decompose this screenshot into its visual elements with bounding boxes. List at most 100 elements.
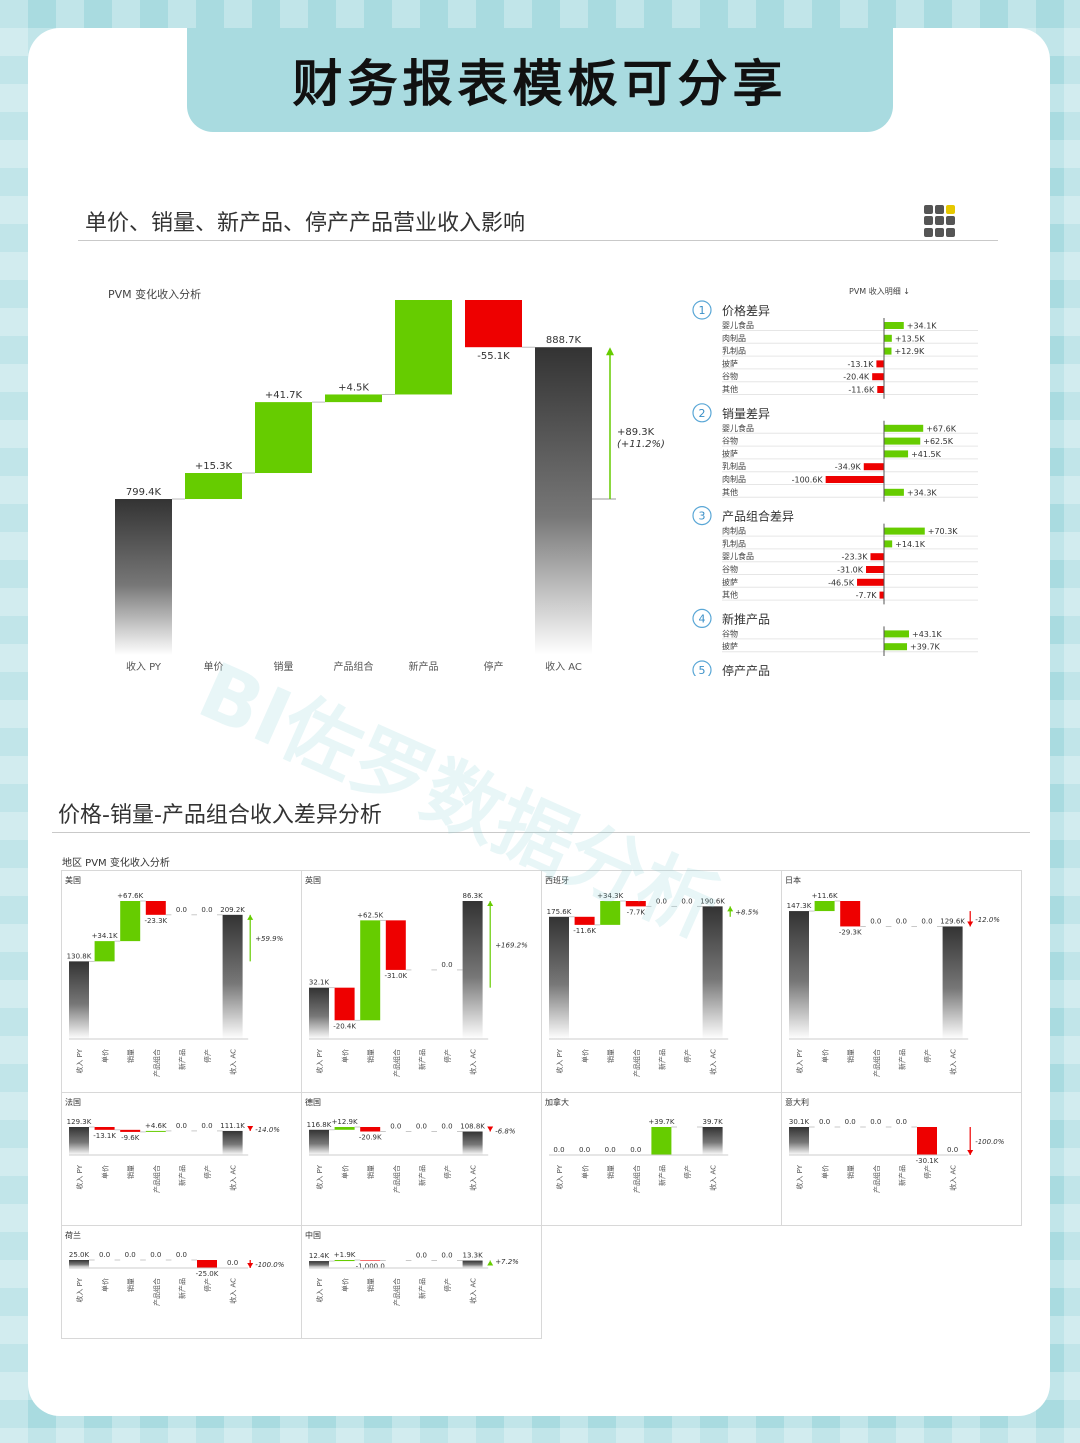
waterfall-bar bbox=[600, 901, 621, 925]
category-label: 收入 AC bbox=[229, 1278, 238, 1304]
data-label: 147.3K bbox=[787, 902, 812, 910]
data-label: +1.9K bbox=[334, 1251, 356, 1259]
section1-divider bbox=[78, 240, 998, 241]
grid-icon[interactable] bbox=[924, 205, 958, 237]
data-label: 0.0 bbox=[441, 961, 452, 969]
data-label: +41.7K bbox=[265, 390, 303, 401]
region-panel: 法国 129.3K 收入 PY -13.1K 单价 -9.6K 销量 +4.6K 产品组合 0.0… bbox=[61, 1092, 302, 1226]
category-label: 停产 bbox=[203, 1165, 212, 1179]
data-label: 129.6K bbox=[940, 917, 965, 925]
item-label: 披萨 bbox=[722, 448, 738, 458]
data-label: 0.0 bbox=[845, 1118, 856, 1126]
page-title: 财务报表模板可分享 bbox=[292, 55, 788, 113]
waterfall-bar bbox=[69, 961, 89, 1039]
delta-arrow bbox=[487, 1126, 494, 1132]
group-name: 新推产品 bbox=[722, 611, 770, 626]
category-label: 销量 bbox=[366, 1165, 375, 1179]
data-label: -1,000.0 bbox=[356, 1263, 385, 1271]
data-label: 13.3K bbox=[463, 1252, 484, 1260]
data-label: +12.9K bbox=[332, 1118, 358, 1126]
region-waterfall-chart: 意大利 30.1K 收入 PY 0.0 单价 0.0 销量 0.0 产品组合 0.0 新产品 -30.… bbox=[785, 1097, 1005, 1193]
item-value: +13.5K bbox=[895, 334, 926, 343]
category-label: 单价 bbox=[821, 1165, 830, 1179]
category-label: 收入 PY bbox=[555, 1048, 564, 1073]
category-label: 销量 bbox=[366, 1278, 375, 1292]
data-label: 0.0 bbox=[819, 1118, 830, 1126]
item-label: 其他 bbox=[722, 590, 738, 600]
waterfall-bar bbox=[309, 1261, 329, 1268]
waterfall-bar bbox=[465, 300, 522, 348]
data-label: 175.6K bbox=[547, 908, 572, 916]
item-value: -31.0K bbox=[837, 566, 864, 575]
region-panel: 西班牙 175.6K 收入 PY -11.6K 单价 +34.3K 销量 -7.7K 产品组合 0… bbox=[541, 870, 782, 1093]
category-label: 销量 bbox=[606, 1049, 615, 1063]
waterfall-bar bbox=[120, 1129, 141, 1132]
data-label: +11.6K bbox=[812, 892, 838, 900]
delta-percent: +59.9% bbox=[255, 935, 283, 943]
data-label: +62.5K bbox=[357, 911, 383, 919]
item-value: +62.5K bbox=[923, 437, 954, 446]
region-name: 中国 bbox=[305, 1230, 321, 1240]
data-label: 130.8K bbox=[67, 952, 92, 960]
region-panel: 中国 12.4K 收入 PY +1.9K 单价 -1,000.0 销量 产品组合 0.0 新产品 0… bbox=[301, 1225, 542, 1339]
region-name: 意大利 bbox=[785, 1097, 809, 1107]
waterfall-bar bbox=[360, 920, 381, 1021]
category-label: 停产 bbox=[443, 1278, 452, 1292]
waterfall-bar bbox=[814, 901, 835, 912]
item-label: 肉制品 bbox=[722, 333, 746, 343]
category-label: 停产 bbox=[923, 1049, 932, 1063]
data-label: 108.8K bbox=[460, 1123, 485, 1131]
waterfall-bar bbox=[702, 1127, 723, 1155]
region-waterfall-chart: 西班牙 175.6K 收入 PY -11.6K 单价 +34.3K 销量 -7.7K 产品组合 0… bbox=[545, 875, 759, 1077]
data-label: 0.0 bbox=[681, 897, 692, 905]
waterfall-bar bbox=[120, 901, 141, 942]
category-label: 停产 bbox=[683, 1165, 692, 1179]
category-label: 收入 AC bbox=[469, 1278, 478, 1304]
category-label: 收入 PY bbox=[555, 1164, 564, 1189]
delta-percent: -100.0% bbox=[255, 1261, 285, 1269]
waterfall-bar bbox=[222, 914, 243, 1039]
item-value: +67.6K bbox=[926, 424, 957, 433]
waterfall-bar bbox=[69, 1127, 89, 1155]
category-label: 销量 bbox=[606, 1165, 615, 1179]
category-label: 销量 bbox=[846, 1165, 855, 1179]
category-label: 产品组合 bbox=[632, 1049, 641, 1077]
region-name: 英国 bbox=[305, 875, 321, 885]
group-number: 2 bbox=[699, 407, 706, 420]
category-label: 单价 bbox=[821, 1049, 830, 1063]
item-bar bbox=[884, 643, 908, 651]
data-label: 0.0 bbox=[870, 1118, 881, 1126]
region-name: 德国 bbox=[305, 1097, 321, 1107]
item-value: -46.5K bbox=[828, 578, 855, 587]
main-delta-label: +89.3K (+11.2%) bbox=[617, 427, 665, 451]
item-bar bbox=[884, 424, 924, 432]
category-label: 新产品 bbox=[897, 1165, 906, 1186]
data-label: 0.0 bbox=[896, 1118, 907, 1126]
waterfall-bar bbox=[625, 901, 646, 907]
data-label: -29.3K bbox=[839, 928, 862, 936]
data-label: 209.2K bbox=[220, 906, 245, 914]
group-number-icon bbox=[692, 300, 712, 320]
waterfall-bar bbox=[94, 941, 115, 962]
region-name: 美国 bbox=[65, 875, 81, 885]
data-label: -7.7K bbox=[627, 908, 646, 916]
category-label: 产品组合 bbox=[334, 660, 374, 673]
detail-chart-title[interactable]: PVM 收入明细 ↓ bbox=[849, 287, 910, 296]
waterfall-bar bbox=[789, 911, 809, 1039]
category-label: 新产品 bbox=[409, 660, 439, 673]
region-name: 日本 bbox=[785, 875, 801, 885]
category-label: 停产 bbox=[443, 1049, 452, 1063]
delta-arrow bbox=[247, 1263, 254, 1268]
item-bar bbox=[884, 334, 892, 342]
item-value: +41.5K bbox=[911, 450, 942, 459]
item-label: 乳制品 bbox=[722, 346, 746, 356]
group-number: 4 bbox=[699, 612, 706, 625]
data-label: 0.0 bbox=[416, 1252, 427, 1260]
category-label: 单价 bbox=[341, 1165, 350, 1179]
item-label: 谷物 bbox=[722, 564, 738, 574]
delta-arrow bbox=[606, 347, 614, 356]
data-label: 0.0 bbox=[605, 1146, 616, 1154]
region-name: 荷兰 bbox=[65, 1230, 81, 1240]
data-label: +39.7K bbox=[648, 1118, 674, 1126]
category-label: 停产 bbox=[484, 660, 504, 673]
